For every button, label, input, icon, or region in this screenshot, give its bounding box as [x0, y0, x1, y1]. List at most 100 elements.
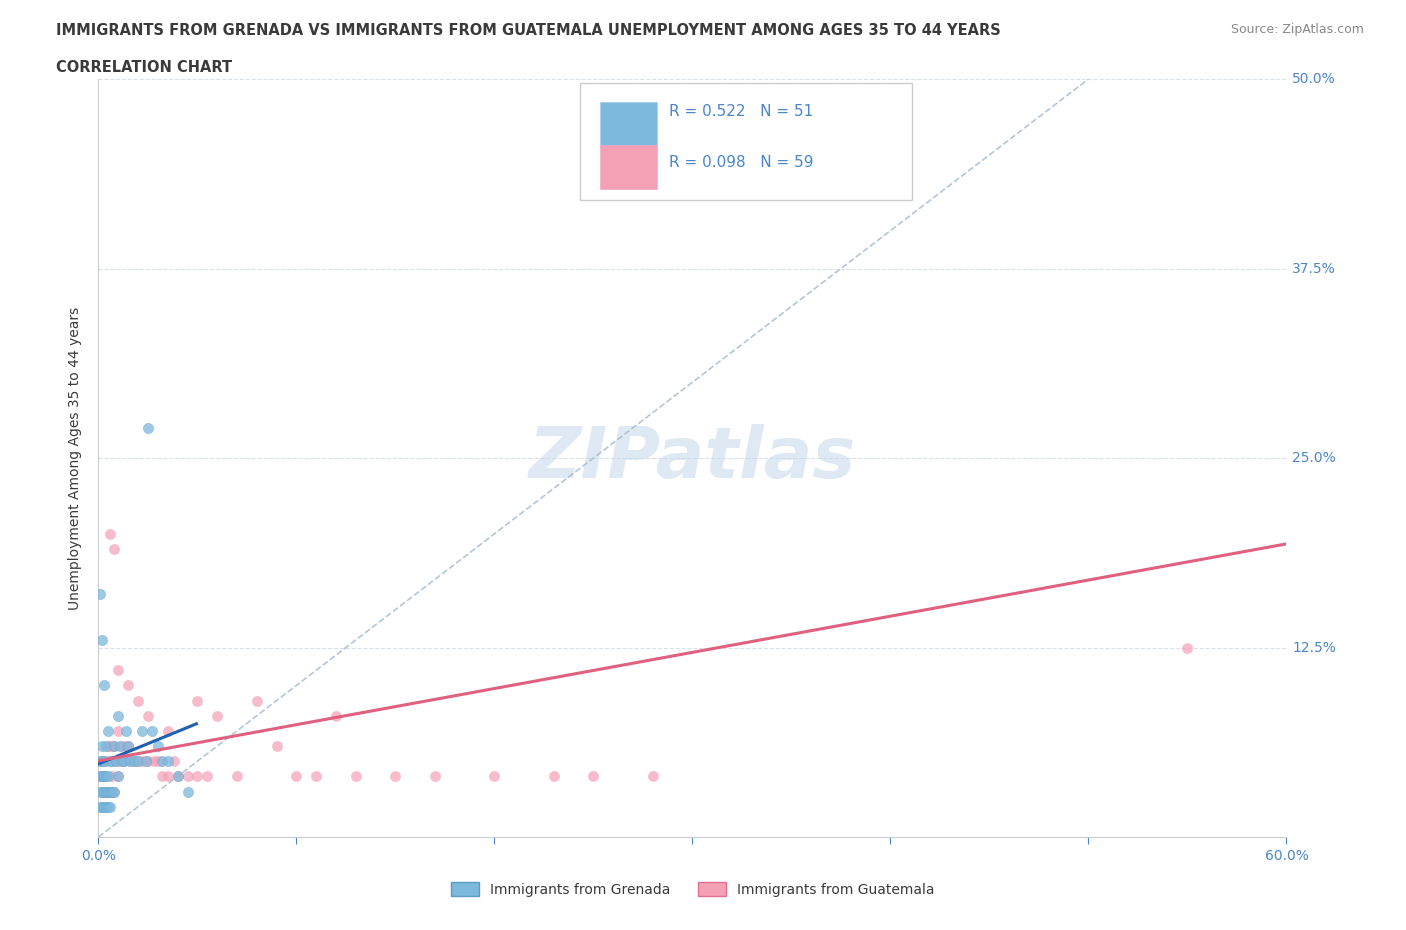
- Point: [91, 769, 114, 784]
- Text: IMMIGRANTS FROM GRENADA VS IMMIGRANTS FROM GUATEMALA UNEMPLOYMENT AMONG AGES 35 : IMMIGRANTS FROM GRENADA VS IMMIGRANTS FR…: [56, 23, 1001, 38]
- Point: [89, 799, 111, 814]
- Point: [136, 709, 159, 724]
- Point: [246, 693, 269, 708]
- Point: [582, 769, 605, 784]
- Point: [97, 724, 120, 738]
- Point: [146, 738, 169, 753]
- Point: [91, 632, 114, 647]
- Text: Source: ZipAtlas.com: Source: ZipAtlas.com: [1230, 23, 1364, 36]
- Point: [141, 724, 163, 738]
- Point: [108, 753, 131, 768]
- Point: [120, 753, 142, 768]
- Point: [112, 753, 135, 768]
- Point: [96, 769, 118, 784]
- Point: [266, 738, 288, 753]
- Point: [101, 769, 124, 784]
- Text: ZIPatlas: ZIPatlas: [529, 423, 856, 493]
- Point: [122, 753, 145, 768]
- FancyBboxPatch shape: [579, 83, 912, 200]
- Point: [131, 724, 153, 738]
- Point: [105, 753, 128, 768]
- Point: [101, 738, 124, 753]
- Point: [103, 784, 125, 799]
- Point: [384, 769, 406, 784]
- Point: [150, 753, 173, 768]
- FancyBboxPatch shape: [600, 101, 657, 146]
- Point: [543, 769, 565, 784]
- Point: [111, 753, 134, 768]
- Point: [93, 678, 115, 693]
- Point: [91, 799, 114, 814]
- Point: [111, 738, 134, 753]
- Point: [344, 769, 367, 784]
- Point: [105, 753, 128, 768]
- Point: [117, 678, 139, 693]
- Point: [127, 753, 149, 768]
- Point: [108, 738, 131, 753]
- Point: [115, 724, 138, 738]
- Point: [98, 526, 121, 541]
- Point: [112, 753, 135, 768]
- Point: [127, 753, 149, 768]
- Point: [176, 784, 198, 799]
- Point: [96, 784, 118, 799]
- Point: [115, 738, 138, 753]
- Point: [97, 784, 120, 799]
- Point: [150, 769, 173, 784]
- Point: [163, 753, 186, 768]
- Point: [89, 769, 111, 784]
- Point: [117, 738, 139, 753]
- Point: [325, 709, 347, 724]
- Point: [127, 693, 149, 708]
- Point: [107, 709, 129, 724]
- Point: [97, 738, 120, 753]
- Point: [89, 753, 111, 768]
- Point: [156, 769, 179, 784]
- Point: [98, 753, 121, 768]
- Point: [186, 693, 208, 708]
- Point: [93, 753, 115, 768]
- Point: [156, 753, 179, 768]
- Point: [96, 799, 118, 814]
- Point: [91, 769, 114, 784]
- Point: [305, 769, 328, 784]
- Point: [285, 769, 308, 784]
- Point: [89, 769, 111, 784]
- Point: [186, 769, 208, 784]
- Point: [226, 769, 249, 784]
- Point: [423, 769, 446, 784]
- Point: [117, 738, 139, 753]
- Point: [103, 738, 125, 753]
- Point: [176, 769, 198, 784]
- Point: [89, 784, 111, 799]
- Text: CORRELATION CHART: CORRELATION CHART: [56, 60, 232, 75]
- Point: [91, 738, 114, 753]
- Point: [98, 784, 121, 799]
- Point: [98, 799, 121, 814]
- Point: [101, 784, 124, 799]
- Point: [103, 541, 125, 556]
- Point: [107, 769, 129, 784]
- Point: [97, 799, 120, 814]
- Text: R = 0.098   N = 59: R = 0.098 N = 59: [669, 155, 813, 170]
- Point: [98, 784, 121, 799]
- Point: [107, 663, 129, 678]
- Point: [136, 420, 159, 435]
- Point: [97, 769, 120, 784]
- Point: [1177, 640, 1199, 655]
- Point: [103, 784, 125, 799]
- Point: [91, 784, 114, 799]
- Point: [93, 769, 115, 784]
- Point: [93, 784, 115, 799]
- Point: [641, 769, 664, 784]
- Point: [205, 709, 228, 724]
- Point: [156, 724, 179, 738]
- Point: [96, 753, 118, 768]
- Point: [120, 753, 142, 768]
- Text: 50.0%: 50.0%: [1292, 72, 1336, 86]
- Point: [93, 799, 115, 814]
- Point: [93, 753, 115, 768]
- Point: [101, 753, 124, 768]
- Point: [96, 738, 118, 753]
- Text: 25.0%: 25.0%: [1292, 451, 1336, 465]
